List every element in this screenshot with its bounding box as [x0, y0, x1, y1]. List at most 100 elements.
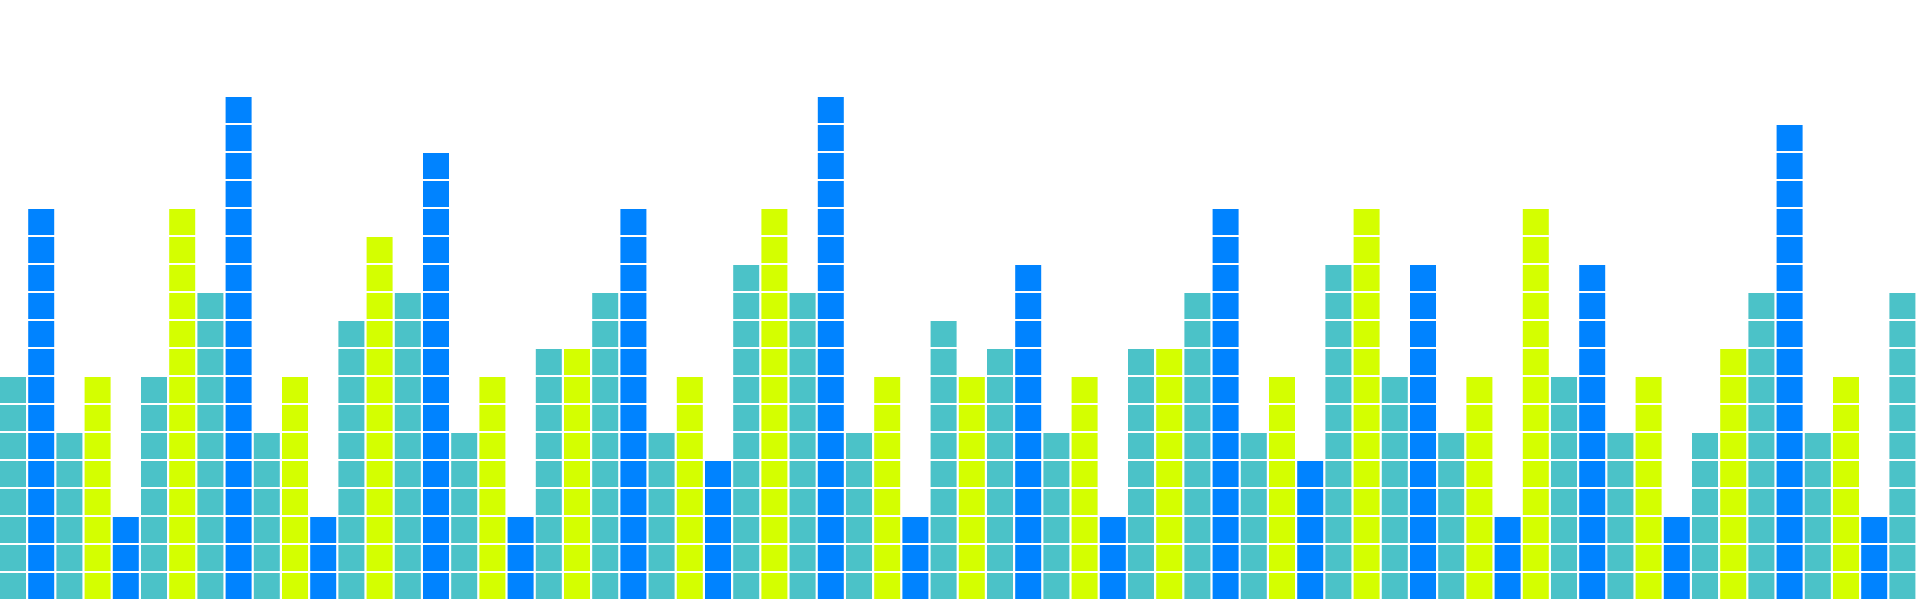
- equalizer-cell: [1269, 545, 1295, 571]
- equalizer-column: [733, 265, 760, 599]
- equalizer-cell: [1607, 461, 1634, 487]
- equalizer-cell: [846, 545, 872, 571]
- equalizer-cell: [1889, 517, 1916, 543]
- equalizer-cell: [761, 293, 788, 319]
- equalizer-cell: [1720, 545, 1747, 571]
- equalizer-cell: [620, 321, 647, 347]
- equalizer-cell: [169, 573, 196, 599]
- equalizer-cell: [620, 545, 647, 571]
- equalizer-cell: [253, 461, 280, 487]
- equalizer-cell: [1579, 461, 1606, 487]
- equalizer-cell: [1269, 517, 1295, 543]
- equalizer-cell: [1015, 489, 1042, 515]
- equalizer-cell: [1071, 573, 1098, 599]
- equalizer-cell: [761, 349, 788, 375]
- equalizer-cell: [1776, 349, 1803, 375]
- equalizer-cell: [28, 237, 55, 263]
- equalizer-cell: [1776, 545, 1803, 571]
- equalizer-cell: [1861, 517, 1888, 543]
- equalizer-cell: [1551, 517, 1577, 543]
- equalizer-cell: [1410, 489, 1436, 515]
- equalizer-cell: [451, 573, 478, 599]
- equalizer-cell: [564, 573, 590, 599]
- equalizer-cell: [1156, 573, 1183, 599]
- equalizer-column: [1156, 349, 1183, 599]
- equalizer-cell: [366, 461, 393, 487]
- equalizer-column: [846, 433, 872, 599]
- equalizer-column: [1071, 377, 1098, 599]
- equalizer-cell: [1015, 349, 1042, 375]
- equalizer-cell: [225, 405, 252, 431]
- equalizer-cell: [761, 405, 788, 431]
- equalizer-cell: [1522, 461, 1549, 487]
- equalizer-cell: [28, 573, 55, 599]
- equalizer-cell: [1579, 545, 1606, 571]
- equalizer-cell: [676, 461, 703, 487]
- equalizer-column: [310, 517, 337, 599]
- equalizer-cell: [423, 181, 449, 207]
- equalizer-cell: [1466, 517, 1493, 543]
- equalizer-cell: [423, 405, 449, 431]
- equalizer-cell: [789, 573, 816, 599]
- equalizer-cell: [1212, 209, 1239, 235]
- equalizer-column: [1269, 377, 1295, 599]
- equalizer-cell: [423, 321, 449, 347]
- equalizer-cell: [28, 433, 55, 459]
- equalizer-cell: [1466, 405, 1493, 431]
- equalizer-cell: [451, 433, 478, 459]
- equalizer-cell: [1184, 573, 1211, 599]
- equalizer-cell: [1720, 349, 1747, 375]
- equalizer-cell: [0, 433, 26, 459]
- equalizer-cell: [225, 181, 252, 207]
- equalizer-cell: [1353, 489, 1380, 515]
- equalizer-cell: [169, 377, 196, 403]
- equalizer-cell: [1212, 293, 1239, 319]
- equalizer-cell: [1720, 517, 1747, 543]
- equalizer-cell: [0, 377, 26, 403]
- equalizer-column: [112, 517, 139, 599]
- equalizer-cell: [394, 321, 421, 347]
- equalizer-cell: [1776, 489, 1803, 515]
- equalizer-cell: [1522, 349, 1549, 375]
- equalizer-cell: [1240, 517, 1267, 543]
- equalizer-cell: [592, 377, 619, 403]
- equalizer-cell: [1128, 545, 1154, 571]
- equalizer-column: [817, 97, 844, 599]
- equalizer-cell: [1353, 573, 1380, 599]
- equalizer-cell: [1212, 321, 1239, 347]
- equalizer-cell: [394, 377, 421, 403]
- equalizer-cell: [733, 377, 760, 403]
- equalizer-cell: [1663, 545, 1690, 571]
- equalizer-column: [1043, 433, 1070, 599]
- equalizer-column: [1353, 209, 1380, 599]
- equalizer-cell: [789, 321, 816, 347]
- equalizer-cell: [1297, 517, 1324, 543]
- equalizer-cell: [987, 405, 1013, 431]
- equalizer-cell: [141, 545, 167, 571]
- equalizer-cell: [366, 293, 393, 319]
- equalizer-cell: [1071, 461, 1098, 487]
- equalizer-cell: [338, 573, 365, 599]
- equalizer-cell: [874, 573, 901, 599]
- equalizer-cell: [535, 377, 562, 403]
- equalizer-cell: [1297, 489, 1324, 515]
- equalizer-cell: [1043, 433, 1070, 459]
- equalizer-column: [1551, 377, 1577, 599]
- equalizer-cell: [423, 237, 449, 263]
- equalizer-cell: [846, 489, 872, 515]
- equalizer-cell: [1635, 517, 1662, 543]
- equalizer-cell: [169, 433, 196, 459]
- equalizer-cell: [197, 545, 224, 571]
- equalizer-cell: [28, 489, 55, 515]
- equalizer-cell: [564, 517, 590, 543]
- equalizer-cell: [733, 405, 760, 431]
- equalizer-cell: [1043, 517, 1070, 543]
- equalizer-cell: [0, 517, 26, 543]
- equalizer-cell: [225, 433, 252, 459]
- equalizer-column: [1692, 433, 1718, 599]
- equalizer-cell: [197, 461, 224, 487]
- equalizer-cell: [620, 349, 647, 375]
- equalizer-cell: [1635, 545, 1662, 571]
- equalizer-cell: [1325, 573, 1352, 599]
- equalizer-cell: [1128, 405, 1154, 431]
